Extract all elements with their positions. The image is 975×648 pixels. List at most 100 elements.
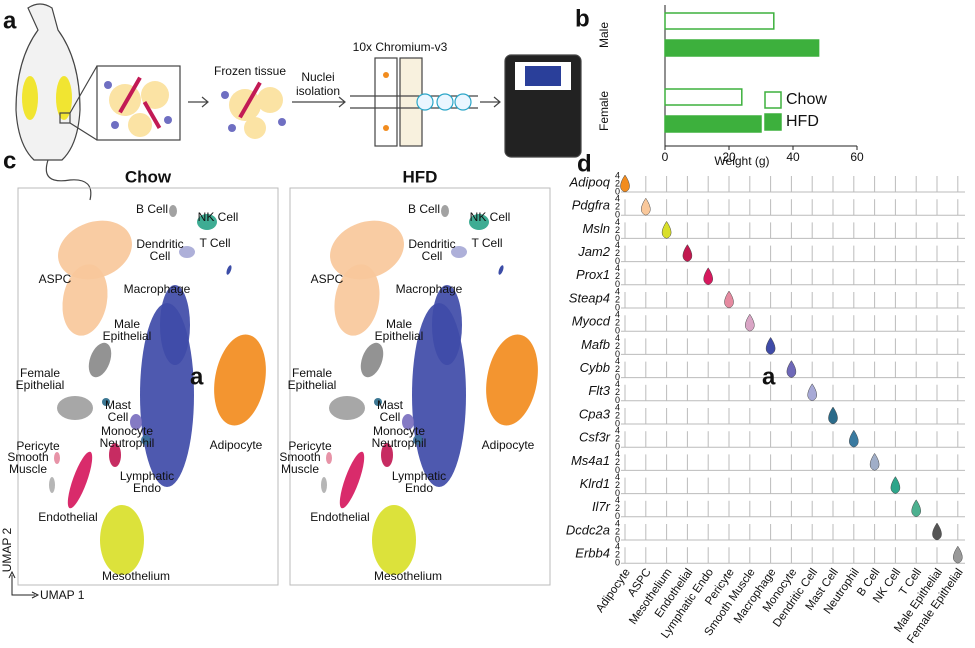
- cluster: [372, 505, 416, 575]
- cluster: [88, 342, 112, 378]
- y-tick-label: 2: [615, 225, 620, 235]
- cluster: [381, 443, 393, 467]
- violin: [641, 197, 651, 216]
- cluster: [374, 398, 382, 406]
- violin: [890, 476, 901, 494]
- cluster-label: Epithelial: [16, 378, 65, 392]
- cluster: [67, 451, 93, 509]
- cluster-label: Macrophage: [124, 282, 191, 296]
- umap-axis-label: UMAP 2: [0, 527, 14, 572]
- violin: [682, 244, 693, 262]
- y-tick-label: 0: [615, 186, 620, 196]
- cluster-label: Cell: [422, 249, 443, 263]
- gene-label: Ms4a1: [571, 453, 610, 468]
- cluster: [62, 264, 108, 336]
- cluster: [169, 205, 177, 217]
- cluster-label: Endo: [405, 481, 433, 495]
- y-tick-label: 2: [615, 271, 620, 281]
- legend-label: Chow: [786, 91, 827, 108]
- y-tick-label: 2: [615, 387, 620, 397]
- cluster-label: Smooth: [7, 450, 48, 464]
- panel-label: b: [575, 5, 590, 32]
- cluster-label: Lymphatic: [392, 469, 446, 483]
- cluster: [197, 214, 217, 230]
- cluster-label: Mast: [377, 398, 404, 412]
- cluster: [226, 265, 232, 275]
- panel-label: c: [3, 147, 16, 174]
- cluster-label: B Cell: [136, 202, 168, 216]
- y-tick-label: 2: [615, 434, 620, 444]
- legend-swatch: [764, 91, 782, 109]
- cluster: [326, 452, 332, 464]
- y-tick-label: 0: [615, 395, 620, 405]
- cluster-label: Muscle: [281, 462, 319, 476]
- cluster: [321, 477, 327, 493]
- annotation: a: [762, 363, 776, 390]
- cluster-label: Neutrophil: [372, 436, 427, 450]
- y-tick-label: 4: [615, 379, 620, 389]
- cluster: [57, 396, 93, 420]
- cluster: [141, 435, 151, 445]
- violin: [911, 499, 921, 518]
- y-tick-label: 2: [615, 178, 620, 188]
- cluster: [130, 414, 142, 430]
- cluster: [179, 246, 195, 258]
- umap-frame: [289, 187, 551, 586]
- cluster-label: Smooth: [279, 450, 320, 464]
- cluster-label: Dendritic: [136, 237, 183, 251]
- cluster-label: Pericyte: [288, 439, 332, 453]
- violin: [953, 545, 963, 564]
- y-tick-label: 0: [615, 302, 620, 312]
- y-tick-label: 4: [615, 310, 620, 320]
- cluster-label: ASPC: [311, 272, 344, 286]
- y-tick-label: 2: [615, 318, 620, 328]
- cluster: [54, 452, 60, 464]
- violin: [786, 360, 797, 378]
- y-tick-label: 0: [615, 233, 620, 243]
- cluster: [413, 435, 423, 445]
- gene-label: Pdgfra: [572, 198, 610, 213]
- y-tick-label: 4: [615, 170, 620, 180]
- cluster: [109, 443, 121, 467]
- y-tick-label: 0: [615, 511, 620, 521]
- cluster-label: Endothelial: [310, 510, 369, 524]
- gene-label: Mafb: [581, 337, 610, 352]
- legend-label: HFD: [786, 113, 819, 130]
- cluster-label: Male: [386, 317, 412, 331]
- umap-frame: [17, 187, 279, 586]
- gene-label: Cpa3: [579, 406, 611, 421]
- cluster: [339, 451, 365, 509]
- violin: [745, 313, 755, 332]
- y-tick-label: 0: [615, 418, 620, 428]
- x-tick-label: 0: [662, 150, 669, 164]
- y-tick-label: 0: [615, 349, 620, 359]
- cluster-label: Monocyte: [101, 424, 153, 438]
- y-tick-label: 4: [615, 333, 620, 343]
- cluster: [441, 205, 449, 217]
- cluster-label: Cell: [108, 410, 129, 424]
- cluster-label: Neutrophil: [100, 436, 155, 450]
- cluster-label: T Cell: [199, 236, 230, 250]
- cluster: [402, 414, 414, 430]
- cluster-label: Epithelial: [375, 329, 424, 343]
- y-tick-label: 0: [615, 279, 620, 289]
- bar: [664, 39, 820, 57]
- annotation: a: [190, 363, 204, 390]
- schematic: [15, 3, 582, 201]
- y-tick-label: 2: [615, 550, 620, 560]
- bar: [664, 115, 762, 133]
- y-tick-label: 4: [615, 194, 620, 204]
- y-tick-label: 0: [615, 442, 620, 452]
- panel-label: d: [577, 150, 592, 177]
- y-tick-label: 2: [615, 341, 620, 351]
- violin: [807, 383, 817, 402]
- step-label: Frozen tissue: [214, 64, 286, 78]
- cluster-label: Endothelial: [38, 510, 97, 524]
- y-tick-label: 2: [615, 294, 620, 304]
- step-label: isolation: [296, 84, 340, 98]
- y-tick-label: 0: [615, 488, 620, 498]
- y-tick-label: 4: [615, 518, 620, 528]
- step-label: 10x Chromium-v3: [353, 40, 448, 54]
- x-tick-label: 60: [850, 150, 864, 164]
